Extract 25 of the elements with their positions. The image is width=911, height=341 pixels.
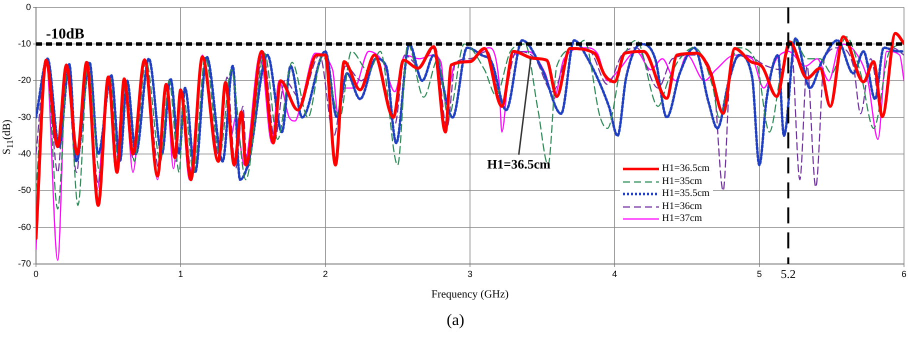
- x-tick-label: 0: [33, 268, 39, 279]
- legend-label: H1=35cm: [662, 176, 702, 188]
- ref-line-label: -10dB: [46, 26, 84, 42]
- x-tick-label: 6: [901, 268, 907, 279]
- x-tick-label: 4: [612, 268, 618, 279]
- legend-label: H1=35.5cm: [662, 188, 710, 200]
- y-tick-label: -60: [18, 222, 31, 232]
- y-tick-label: -20: [18, 75, 31, 86]
- y-tick-label: -70: [18, 258, 31, 268]
- ref-line-label: 5.2: [780, 267, 796, 282]
- legend-label: H1=37cm: [662, 213, 702, 226]
- annotation: H1=36.5cm: [487, 156, 551, 172]
- y-tick-label: 0: [26, 2, 31, 12]
- y-tick-label: -40: [18, 148, 31, 159]
- x-tick-label: 1: [178, 268, 184, 279]
- x-tick-label: 5: [756, 268, 762, 279]
- legend-label: H1=36cm: [662, 200, 702, 213]
- y-tick-label: -50: [18, 185, 31, 196]
- text: (a): [446, 312, 466, 330]
- y-tick-label: -30: [18, 112, 31, 122]
- y-tick-label: -10: [18, 38, 31, 49]
- x-tick-label: 2: [322, 268, 328, 279]
- x-tick-label: 3: [467, 268, 473, 279]
- x-axis-title: Frequency (GHz): [431, 288, 509, 300]
- legend-label: H1=36.5cm: [662, 163, 710, 176]
